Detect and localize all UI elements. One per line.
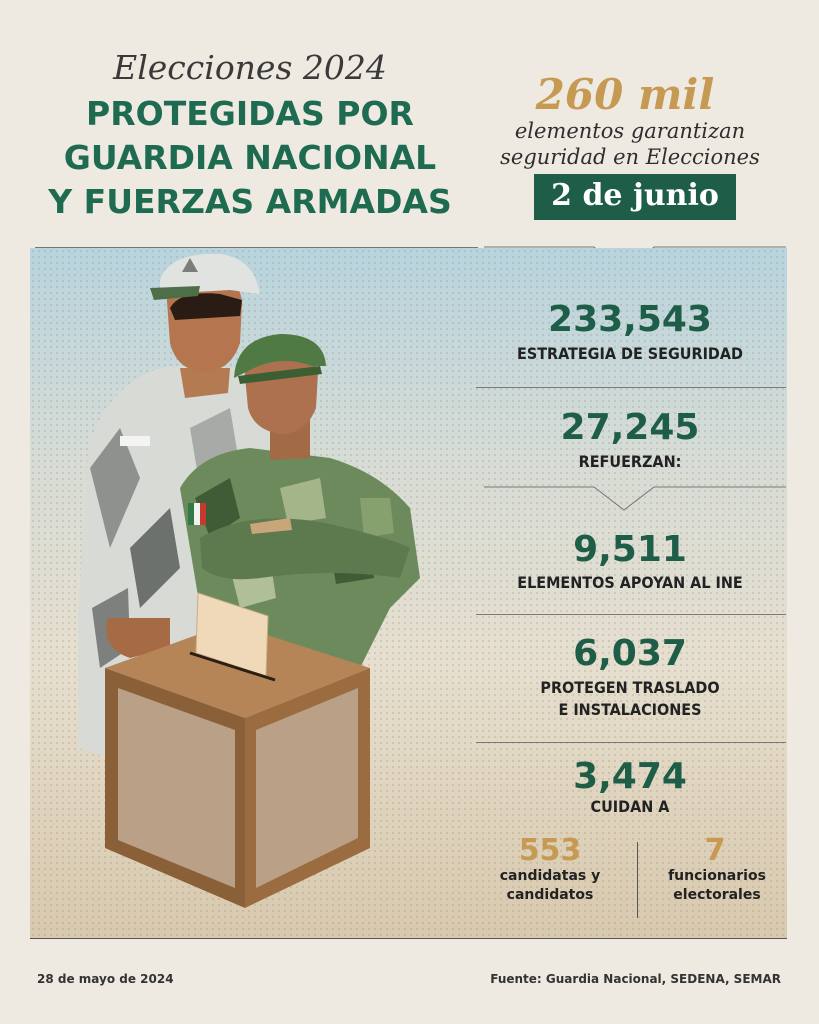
stat-divider-notch bbox=[484, 486, 786, 511]
ballot-box bbox=[105, 592, 370, 908]
sub-stat-number-officials: 7 bbox=[704, 833, 726, 868]
soldiers-ballot-box-illustration bbox=[78, 253, 420, 908]
sub-stat-label-line: candidatos bbox=[506, 887, 594, 903]
sub-stat-label-line: electorales bbox=[673, 887, 761, 903]
stat-label-line: E INSTALACIONES bbox=[558, 700, 702, 719]
sub-stat-number-candidates: 553 bbox=[518, 833, 582, 868]
bottom-divider bbox=[30, 938, 787, 939]
stat-number-protect: 3,474 bbox=[573, 756, 687, 797]
summary-text-line: elementos garantizan bbox=[514, 119, 746, 143]
sub-stat-label-officials: funcionarios electorales bbox=[637, 867, 797, 905]
stat-label-protect: CUIDAN A bbox=[590, 797, 670, 816]
summary-text: elementos garantizan seguridad en Elecci… bbox=[485, 118, 775, 170]
stat-number-reinforce: 27,245 bbox=[560, 407, 700, 448]
sub-stat-separator bbox=[637, 842, 638, 918]
sub-stat-label-candidates: candidatas y candidatos bbox=[470, 867, 630, 905]
header-subtitle: Elecciones 2024 bbox=[113, 48, 387, 87]
stat-number-security-strategy: 233,543 bbox=[548, 299, 712, 340]
stat-divider bbox=[476, 614, 786, 615]
stat-label-security-strategy: ESTRATEGIA DE SEGURIDAD bbox=[517, 344, 743, 363]
stat-label-ine-support: ELEMENTOS APOYAN AL INE bbox=[517, 573, 743, 592]
stat-number-ine-support: 9,511 bbox=[573, 529, 687, 570]
sub-stat-label-line: candidatas y bbox=[499, 868, 601, 884]
header-title-line: GUARDIA NACIONAL bbox=[63, 138, 437, 177]
stat-divider bbox=[476, 742, 786, 743]
header-title-line: PROTEGIDAS POR bbox=[86, 94, 414, 133]
stat-number-transport-protection: 6,037 bbox=[573, 633, 687, 674]
summary-number: 260 mil bbox=[535, 70, 715, 119]
footer-date: 28 de mayo de 2024 bbox=[37, 972, 174, 986]
header-title: PROTEGIDAS POR GUARDIA NACIONAL Y FUERZA… bbox=[20, 92, 480, 224]
stat-label-line: PROTEGEN TRASLADO bbox=[540, 678, 720, 697]
illustration-panel bbox=[30, 248, 787, 938]
summary-text-line: seguridad en Elecciones bbox=[500, 145, 760, 169]
election-date-badge: 2 de junio bbox=[534, 174, 736, 220]
stat-label-transport-protection: PROTEGEN TRASLADO E INSTALACIONES bbox=[480, 677, 780, 721]
top-divider-left bbox=[35, 247, 478, 248]
sub-stat-label-line: funcionarios bbox=[668, 868, 766, 884]
stat-label-reinforce: REFUERZAN: bbox=[578, 452, 682, 471]
stat-divider bbox=[476, 387, 786, 388]
footer-source: Fuente: Guardia Nacional, SEDENA, SEMAR bbox=[490, 972, 781, 986]
header-title-line: Y FUERZAS ARMADAS bbox=[48, 182, 452, 221]
